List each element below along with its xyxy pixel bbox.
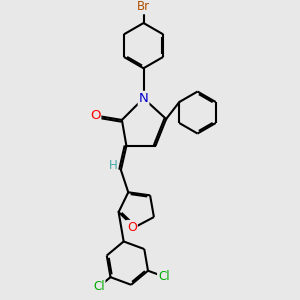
Text: Br: Br (137, 0, 150, 14)
Text: Cl: Cl (158, 271, 169, 284)
Text: N: N (139, 92, 148, 105)
Text: H: H (109, 159, 117, 172)
Text: Cl: Cl (93, 280, 104, 293)
Text: O: O (127, 221, 137, 234)
Text: O: O (90, 109, 100, 122)
